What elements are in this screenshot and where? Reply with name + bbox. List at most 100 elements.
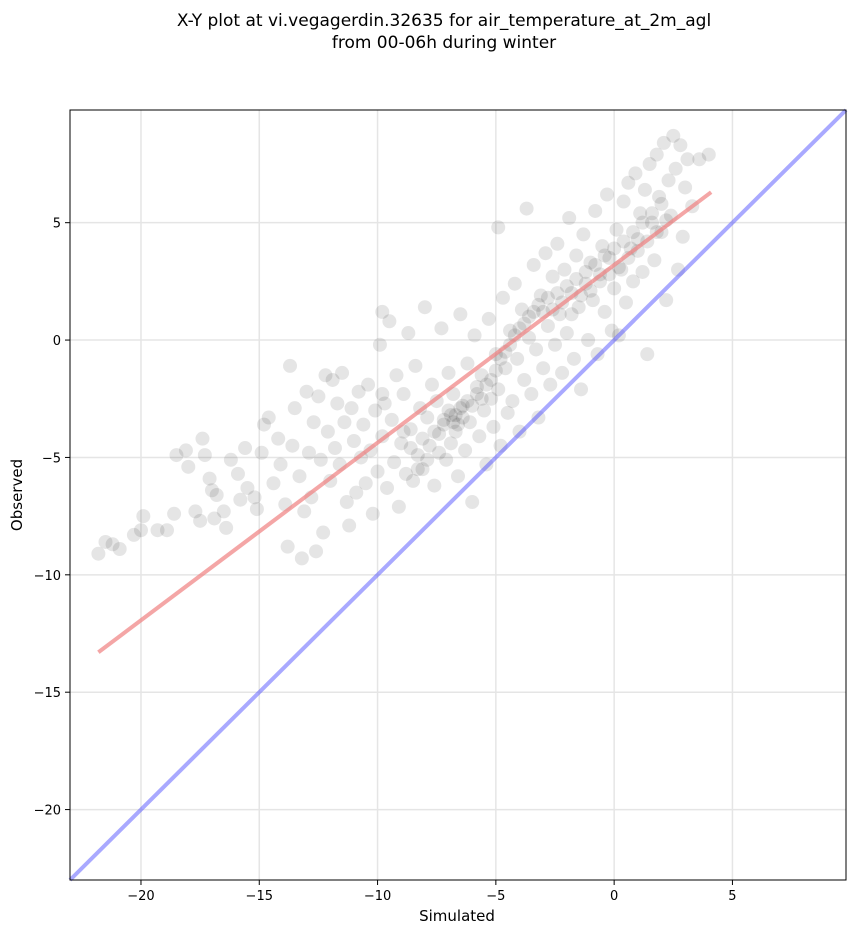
data-point	[559, 279, 574, 294]
data-point	[403, 422, 418, 437]
data-point	[628, 166, 643, 181]
data-point	[521, 309, 536, 324]
data-point	[391, 499, 406, 514]
data-point	[375, 304, 390, 319]
data-point	[415, 462, 430, 477]
data-point	[318, 368, 333, 383]
data-point	[283, 358, 298, 373]
data-point	[543, 377, 558, 392]
data-point	[481, 311, 496, 326]
data-point	[285, 438, 300, 453]
data-point	[417, 300, 432, 315]
data-point	[491, 382, 506, 397]
data-point	[365, 506, 380, 521]
data-point	[469, 380, 484, 395]
data-point	[571, 300, 586, 315]
data-point	[240, 480, 255, 495]
data-point	[618, 295, 633, 310]
data-point	[569, 248, 584, 263]
data-point	[443, 408, 458, 423]
data-point	[486, 419, 501, 434]
chart-title-line-1: X-Y plot at vi.vegagerdin.32635 for air_…	[177, 11, 711, 31]
data-point	[611, 328, 626, 343]
data-point	[668, 161, 683, 176]
data-point	[439, 452, 454, 467]
data-point	[621, 250, 636, 265]
data-point	[656, 135, 671, 150]
data-point	[505, 394, 520, 409]
data-point	[443, 436, 458, 451]
data-point	[590, 347, 605, 362]
data-point	[472, 429, 487, 444]
data-point	[410, 462, 425, 477]
data-point	[451, 417, 465, 432]
data-point	[380, 480, 395, 495]
data-point	[441, 403, 456, 418]
data-point	[420, 410, 435, 425]
data-point	[358, 476, 373, 491]
data-point	[133, 523, 148, 538]
data-point	[297, 504, 312, 519]
data-point	[531, 297, 546, 312]
data-point	[406, 473, 421, 488]
data-point	[640, 347, 655, 362]
data-point	[564, 307, 579, 322]
data-point	[320, 424, 335, 439]
y-tick-label: 0	[53, 334, 61, 349]
data-point	[309, 544, 324, 559]
data-point	[545, 269, 560, 284]
y-tick-label: −5	[42, 451, 61, 466]
data-point	[467, 328, 482, 343]
data-point	[460, 394, 475, 409]
data-point	[422, 438, 437, 453]
data-point	[420, 452, 435, 467]
data-point	[375, 387, 390, 402]
y-tick-label: −15	[34, 686, 61, 701]
data-point	[512, 424, 527, 439]
data-point	[169, 448, 184, 463]
data-point	[327, 441, 342, 456]
data-point	[346, 434, 361, 449]
x-tick-label: 0	[610, 889, 618, 904]
data-point	[609, 222, 624, 237]
data-point	[410, 448, 425, 463]
data-point	[434, 321, 449, 336]
chart-title-line-2: from 00-06h during winter	[332, 33, 556, 53]
data-point	[178, 443, 193, 458]
data-point	[659, 293, 674, 308]
data-point	[294, 551, 309, 566]
data-point	[649, 147, 664, 162]
data-point	[510, 351, 525, 366]
data-point	[389, 368, 404, 383]
data-point	[460, 356, 475, 371]
data-point	[491, 220, 506, 235]
x-tick-label: −5	[486, 889, 505, 904]
data-point	[249, 502, 264, 517]
data-point	[517, 372, 532, 387]
data-point	[339, 495, 354, 510]
data-point	[474, 391, 489, 406]
data-point	[219, 520, 234, 535]
data-point	[280, 539, 295, 554]
data-point	[455, 410, 470, 425]
data-point	[569, 272, 584, 287]
data-point	[458, 443, 473, 458]
identity-line	[68, 108, 848, 882]
plot-frame	[69, 109, 847, 881]
data-point	[436, 412, 451, 427]
data-point	[666, 128, 681, 143]
data-point	[372, 337, 387, 352]
data-point	[583, 255, 598, 270]
data-point	[540, 318, 555, 333]
data-point	[484, 391, 499, 406]
data-point	[370, 464, 385, 479]
data-point	[678, 180, 693, 195]
data-point	[188, 504, 203, 519]
data-point	[342, 518, 357, 533]
data-point	[581, 333, 596, 348]
data-point	[233, 492, 248, 507]
data-point	[448, 424, 463, 439]
data-point	[112, 541, 127, 556]
data-point	[562, 210, 577, 225]
